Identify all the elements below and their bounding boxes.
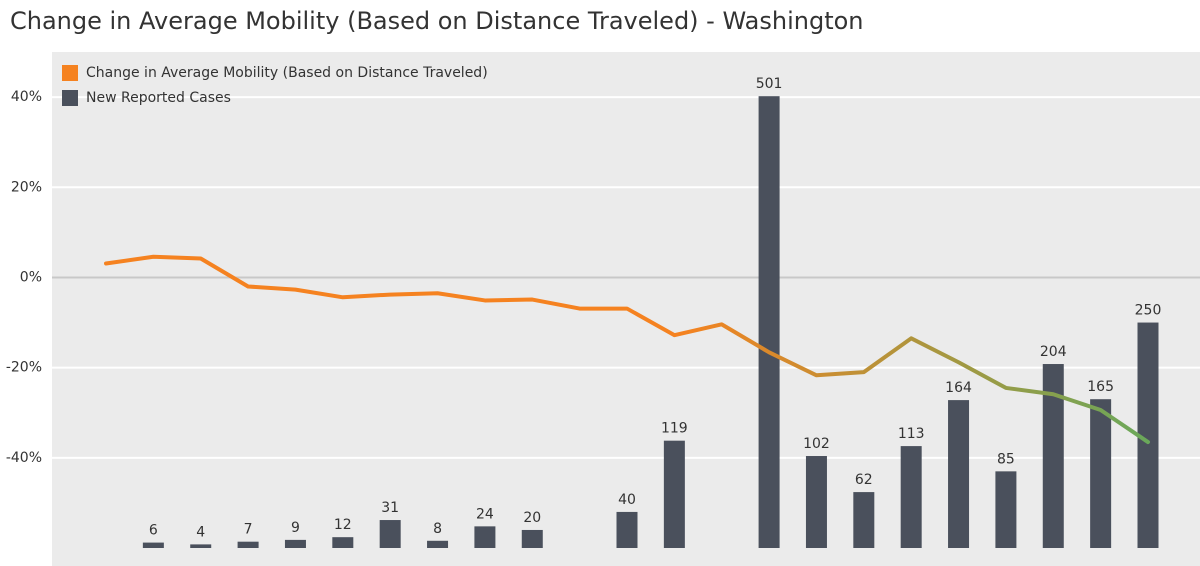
legend-swatch [62, 90, 78, 106]
data-label: 119 [661, 421, 688, 437]
bar [332, 537, 354, 548]
y-tick-label: -20% [6, 360, 42, 376]
legend-label: New Reported Cases [86, 90, 231, 106]
legend-swatch [62, 65, 78, 81]
bar [379, 520, 401, 548]
data-label: 501 [756, 76, 783, 92]
data-label: 7 [244, 522, 253, 538]
bar [995, 471, 1017, 548]
bar [948, 400, 970, 548]
bar [1137, 322, 1159, 548]
bar [900, 446, 922, 548]
data-label: 31 [381, 500, 399, 516]
data-label: 204 [1040, 344, 1067, 360]
y-tick-label: 20% [11, 179, 42, 195]
data-label: 24 [476, 506, 494, 522]
bar [758, 96, 780, 549]
data-label: 40 [618, 492, 636, 508]
bar [427, 540, 449, 548]
bar [474, 526, 496, 548]
data-label: 20 [523, 510, 541, 526]
data-label: 250 [1135, 303, 1162, 319]
data-label: 4 [196, 524, 205, 540]
y-tick-label: -40% [6, 450, 42, 466]
data-label: 8 [433, 521, 442, 537]
bar [190, 544, 212, 548]
bar [284, 539, 306, 548]
data-label: 6 [149, 523, 158, 539]
bar [616, 511, 638, 548]
bar [142, 542, 164, 548]
data-label: 85 [997, 451, 1015, 467]
bar [1042, 364, 1064, 548]
data-label: 165 [1087, 379, 1114, 395]
bar [1090, 399, 1112, 548]
data-label: 62 [855, 472, 873, 488]
bar [663, 440, 685, 548]
data-label: 113 [898, 426, 925, 442]
bar [237, 541, 259, 548]
data-label: 9 [291, 520, 300, 536]
y-tick-label: 40% [11, 89, 42, 105]
chart-title: Change in Average Mobility (Based on Dis… [10, 7, 864, 35]
bar [853, 492, 875, 548]
bar [805, 456, 827, 548]
data-label: 12 [334, 517, 352, 533]
legend-label: Change in Average Mobility (Based on Dis… [86, 65, 488, 81]
y-tick-label: 0% [20, 269, 42, 285]
data-label: 164 [945, 380, 972, 396]
line [104, 254, 1150, 445]
data-label: 102 [803, 436, 830, 452]
bar [521, 529, 543, 548]
